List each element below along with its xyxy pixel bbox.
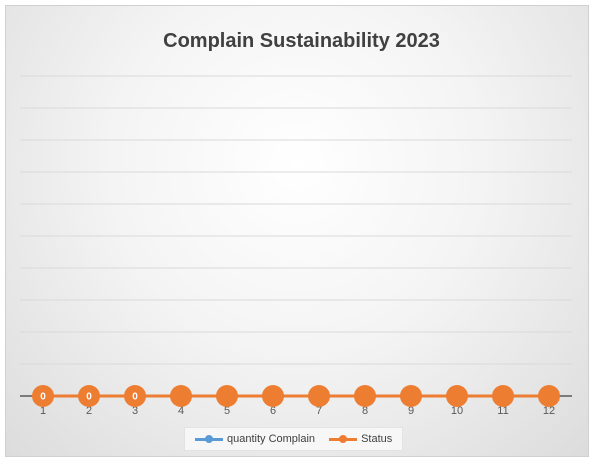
- data-label: 0: [40, 392, 46, 403]
- data-point-status: [354, 385, 376, 407]
- x-tick-label: 12: [543, 405, 555, 417]
- legend-swatch-quantity-complain: [195, 435, 223, 443]
- x-tick-label: 11: [497, 405, 508, 417]
- data-point-status: [538, 385, 560, 407]
- data-point-status: [124, 385, 146, 407]
- x-tick-label: 2: [86, 405, 92, 417]
- data-point-status: [32, 385, 54, 407]
- chart-area: [5, 5, 589, 457]
- data-label: 0: [86, 392, 92, 403]
- x-tick-label: 5: [224, 405, 230, 417]
- x-tick-label: 6: [270, 405, 276, 417]
- x-tick-label: 1: [40, 405, 46, 417]
- legend-label-quantity-complain: quantity Complain: [227, 433, 316, 445]
- x-tick-label: 9: [408, 405, 414, 417]
- data-point-status: [492, 385, 514, 407]
- x-tick-label: 8: [362, 405, 368, 417]
- x-tick-label: 4: [178, 405, 184, 417]
- legend-item-quantity-complain: quantity Complain: [195, 433, 315, 445]
- x-tick-label: 7: [316, 405, 322, 417]
- data-point-status: [400, 385, 422, 407]
- legend: quantity Complain Status: [184, 427, 404, 451]
- data-point-status: [170, 385, 192, 407]
- data-point-status: [216, 385, 238, 407]
- legend-swatch-status: [329, 435, 358, 443]
- chart-title: Complain Sustainability 2023: [163, 30, 440, 52]
- data-point-status: [262, 385, 284, 407]
- data-label: 0: [132, 392, 138, 403]
- x-tick-label: 10: [451, 405, 463, 417]
- x-tick-label: 3: [132, 405, 138, 417]
- data-point-status: [78, 385, 100, 407]
- data-point-status: [446, 385, 468, 407]
- legend-item-status: Status: [329, 433, 392, 445]
- data-point-status: [308, 385, 330, 407]
- legend-label-status: Status: [361, 433, 393, 445]
